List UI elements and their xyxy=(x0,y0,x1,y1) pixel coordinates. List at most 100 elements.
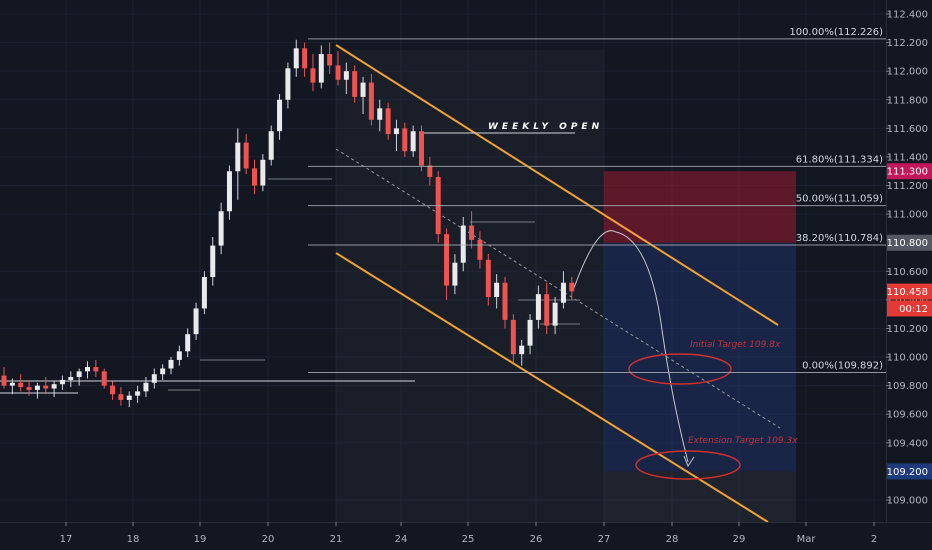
candle-body-11 xyxy=(93,367,99,372)
candle-body-7 xyxy=(59,379,65,385)
y-tick-label-12: 109.800 xyxy=(887,381,928,392)
candle-body-47 xyxy=(393,128,399,135)
candle-body-60 xyxy=(502,282,508,320)
candle-body-49 xyxy=(410,131,416,152)
y-tick-label-1: 112.200 xyxy=(887,38,928,49)
candle-body-44 xyxy=(368,82,374,120)
y-tick-label-15: 109.000 xyxy=(887,496,928,507)
price-tag-bg-1 xyxy=(887,234,932,251)
extension-target-ellipse xyxy=(635,450,741,480)
candle-body-33 xyxy=(277,99,283,132)
price-tag-label-1: 110.800 xyxy=(887,238,928,249)
y-tick-label-0: 112.400 xyxy=(887,10,928,21)
candle-body-64 xyxy=(535,294,541,320)
candle-body-38 xyxy=(318,54,324,83)
candle-body-17 xyxy=(143,382,149,392)
y-tick-label-4: 111.600 xyxy=(887,124,928,135)
y-tick-label-7: 111.000 xyxy=(887,210,928,221)
weekly-open-label: WEEKLY OPEN xyxy=(488,122,603,132)
candle-body-66 xyxy=(552,302,558,326)
fib-label-0: 100.00%(112.226) xyxy=(789,27,883,38)
candle-body-26 xyxy=(218,211,224,246)
candle-body-16 xyxy=(135,391,141,396)
channel-lower-line xyxy=(335,252,769,523)
candle-body-22 xyxy=(185,334,191,352)
x-tick-label-5: 24 xyxy=(395,534,408,545)
candle-body-20 xyxy=(168,359,174,369)
y-tick-label-5: 111.400 xyxy=(887,152,928,163)
candle-body-39 xyxy=(327,54,333,66)
stop-loss-zone xyxy=(604,171,796,243)
price-tag-bg-3 xyxy=(887,300,932,317)
price-tag-label-0: 111.300 xyxy=(887,167,928,178)
candle-body-9 xyxy=(76,371,82,378)
initial-target-label: Initial Target 109.8x xyxy=(690,340,781,350)
candle-body-0 xyxy=(1,375,7,386)
x-tick-label-0: 17 xyxy=(60,534,73,545)
price-tag-bg-0 xyxy=(887,163,932,180)
y-tick-label-10: 110.200 xyxy=(887,324,928,335)
candle-body-68 xyxy=(569,282,575,292)
price-tag-bg-2 xyxy=(887,283,932,300)
candle-body-63 xyxy=(527,319,533,346)
candle-body-58 xyxy=(485,259,491,298)
y-tick-label-14: 109.400 xyxy=(887,438,928,449)
candle-body-62 xyxy=(519,345,525,355)
candle-body-6 xyxy=(51,384,57,389)
price-tag-label-2: 110.458 xyxy=(887,287,928,298)
candle-body-15 xyxy=(126,395,132,400)
x-tick-label-4: 21 xyxy=(330,534,343,545)
price-axis: 112.400 112.200 112.000 111.800 111.600 111.4… xyxy=(886,0,932,550)
x-tick-label-7: 26 xyxy=(530,534,543,545)
price-tags: 111.300 110.800 110.458 00:12 109.200 xyxy=(887,163,932,480)
x-tick-label-3: 20 xyxy=(262,534,275,545)
candle-body-4 xyxy=(34,385,40,390)
trade-zones xyxy=(336,50,796,522)
candle-body-43 xyxy=(360,82,366,97)
y-tick-label-6: 111.200 xyxy=(887,181,928,192)
candle-body-28 xyxy=(235,142,241,172)
candle-body-10 xyxy=(85,367,90,372)
candle-body-59 xyxy=(494,282,500,298)
x-tick-label-11: Mar xyxy=(797,534,817,545)
fib-label-4: 0.00%(109.892) xyxy=(802,360,883,371)
candle-body-1 xyxy=(9,382,15,386)
candle-body-50 xyxy=(419,131,424,166)
price-tag-bg-4 xyxy=(887,463,932,480)
candle-body-19 xyxy=(160,368,166,375)
candle-body-21 xyxy=(176,351,182,360)
channel-upper-line xyxy=(335,44,779,326)
x-tick-label-1: 18 xyxy=(127,534,140,545)
candle-body-51 xyxy=(427,165,433,177)
candle-body-23 xyxy=(193,308,199,335)
candle-body-13 xyxy=(110,385,116,395)
candle-body-36 xyxy=(302,48,308,69)
candle-body-54 xyxy=(452,262,458,286)
candle-body-45 xyxy=(377,108,383,120)
fibonacci-levels: 100.00%(112.226) 61.80%(111.334) 50.00%(11… xyxy=(308,27,886,373)
candle-body-14 xyxy=(118,394,124,400)
price-axis-bg xyxy=(886,0,932,550)
annotations: WEEKLY OPEN Initial Target 109.8x Extens… xyxy=(488,122,798,446)
candle-body-57 xyxy=(477,239,483,260)
candle-body-56 xyxy=(469,225,475,240)
candle-body-24 xyxy=(201,277,207,309)
candle-body-41 xyxy=(343,71,349,80)
time-axis-bg xyxy=(0,522,932,550)
candle-body-65 xyxy=(544,294,550,326)
x-tick-label-6: 25 xyxy=(462,534,475,545)
x-tick-label-2: 19 xyxy=(194,534,207,545)
price-tag-label-3: 00:12 xyxy=(899,304,928,315)
candle-body-53 xyxy=(444,234,450,286)
candle-body-32 xyxy=(268,131,274,160)
candle-body-34 xyxy=(285,68,291,100)
candle-body-27 xyxy=(226,171,232,212)
y-tick-label-8: 110.600 xyxy=(887,267,928,278)
x-tick-label-10: 29 xyxy=(733,534,746,545)
descending-channel xyxy=(335,44,781,523)
candle-body-37 xyxy=(310,68,316,83)
y-tick-label-11: 110.000 xyxy=(887,353,928,364)
projection-path xyxy=(573,230,689,463)
candle-body-18 xyxy=(151,374,157,383)
